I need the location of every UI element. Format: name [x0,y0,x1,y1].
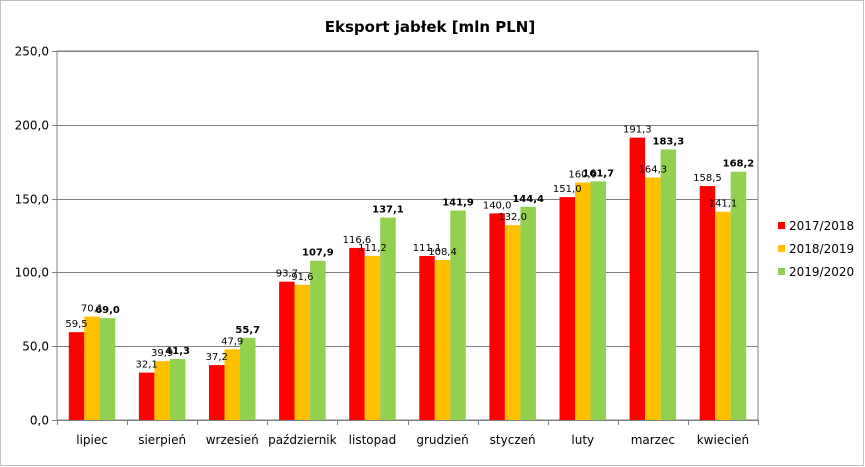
data-labels: 59,5 32,1 37,2 93,7 116,6 111,1 140,0 151,0 191,… [65,125,754,371]
bar [310,260,326,420]
bar [575,182,591,420]
data-label: 108,4 [428,247,457,258]
data-label: 70,1 [81,304,103,315]
data-label: 111,2 [358,243,387,254]
x-tick-label: grudzień [416,433,468,447]
bar [419,256,435,420]
bar [99,318,116,420]
bar [68,332,85,420]
bar [138,372,155,420]
bar [364,255,381,420]
bar [559,197,575,420]
chart-title: Eksport jabłek [mln PLN] [325,18,535,36]
data-label: 47,9 [221,336,243,347]
x-tick-label: wrzesień [206,433,259,447]
data-label: 41,3 [165,346,190,357]
data-label: 111,1 [413,243,442,254]
data-label: 141,9 [442,198,474,209]
bar [645,177,661,420]
legend: 2017/2018 2018/2019 2019/2020 [778,219,854,279]
bar [154,361,170,420]
data-label: 164,3 [639,164,668,175]
x-tick-label: lipiec [76,433,108,447]
bar [294,284,311,420]
y-tick-label: 0,0 [30,414,49,428]
axes: 0,0 50,0 100,0 150,0 200,0 250,0 lipiec sierpie… [15,45,759,447]
x-tick-label: marzec [631,433,675,447]
data-label: 140,0 [483,200,512,211]
y-tick-label: 100,0 [15,266,49,280]
legend-swatch [778,245,785,252]
data-label: 32,1 [136,360,158,371]
legend-label: 2019/2020 [789,265,854,279]
data-label: 137,1 [372,205,404,216]
data-label: 151,0 [553,184,582,195]
data-label: 141,1 [709,199,738,210]
bar [279,281,295,420]
bars [68,137,747,420]
bar [520,206,536,420]
bar [169,359,186,420]
data-label: 107,9 [302,248,334,259]
y-tick-label: 250,0 [15,45,49,59]
data-label: 168,2 [723,159,755,170]
data-label: 59,5 [65,319,87,330]
data-label: 191,3 [623,125,652,136]
legend-swatch [778,222,785,229]
y-tick-label: 200,0 [15,119,49,133]
data-label: 91,6 [291,272,313,283]
x-tick-label: kwiecień [697,433,749,447]
legend-label: 2017/2018 [789,219,854,233]
bar [380,217,396,420]
bar [489,213,505,420]
bar [715,211,731,420]
legend-swatch [778,268,785,275]
x-tick-label: sierpień [138,433,186,447]
data-label: 37,2 [206,352,228,363]
data-label: 132,0 [498,212,527,223]
data-label: 55,7 [235,325,260,336]
x-tick-label: luty [571,433,594,447]
data-label: 69,0 [95,305,120,316]
bar [450,210,466,420]
data-label: 116,6 [343,235,372,246]
legend-label: 2018/2019 [789,242,854,256]
bar [629,137,646,420]
data-label: 144,4 [512,194,544,205]
data-label: 160,9 [568,170,597,181]
bar [730,171,747,420]
bar [349,247,365,420]
bar [84,316,100,420]
bar [240,337,256,420]
x-tick-label: październik [268,433,337,447]
y-tick-label: 50,0 [22,340,49,354]
x-tick-label: styczeń [490,433,536,447]
data-label: 161,7 [582,168,614,179]
bar [699,186,716,420]
bar [504,225,521,420]
bar [209,365,225,420]
bar [434,260,451,420]
bar [590,181,606,420]
data-label: 158,5 [693,173,722,184]
data-label: 39,9 [151,348,173,359]
bar [224,349,240,420]
data-label: 183,3 [653,136,685,147]
bar [660,149,677,420]
data-label: 93,7 [276,269,298,280]
x-tick-label: listopad [349,433,397,447]
y-tick-label: 150,0 [15,193,49,207]
